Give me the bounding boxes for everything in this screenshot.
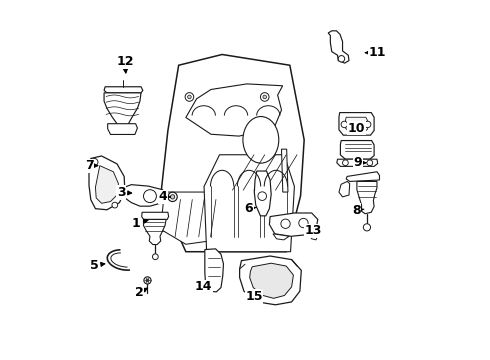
Polygon shape bbox=[357, 181, 377, 214]
Ellipse shape bbox=[364, 224, 370, 231]
Polygon shape bbox=[204, 155, 294, 252]
Text: 6: 6 bbox=[245, 202, 256, 215]
Ellipse shape bbox=[299, 219, 308, 228]
Polygon shape bbox=[108, 124, 137, 134]
Text: 13: 13 bbox=[304, 224, 322, 238]
Ellipse shape bbox=[343, 160, 348, 166]
Polygon shape bbox=[161, 54, 304, 252]
Ellipse shape bbox=[365, 121, 371, 128]
Polygon shape bbox=[144, 220, 166, 244]
Ellipse shape bbox=[91, 158, 98, 166]
Polygon shape bbox=[205, 249, 223, 292]
Polygon shape bbox=[339, 113, 374, 135]
Ellipse shape bbox=[341, 121, 347, 128]
Polygon shape bbox=[345, 117, 368, 132]
Ellipse shape bbox=[263, 95, 267, 99]
Polygon shape bbox=[309, 234, 318, 240]
Ellipse shape bbox=[144, 190, 156, 203]
Polygon shape bbox=[89, 156, 125, 210]
Ellipse shape bbox=[243, 117, 279, 163]
Polygon shape bbox=[346, 172, 379, 181]
Ellipse shape bbox=[152, 254, 158, 260]
Polygon shape bbox=[142, 212, 169, 220]
Text: 11: 11 bbox=[365, 46, 387, 59]
Polygon shape bbox=[240, 256, 301, 305]
Ellipse shape bbox=[281, 219, 290, 228]
Polygon shape bbox=[117, 185, 166, 206]
Ellipse shape bbox=[146, 279, 149, 282]
Polygon shape bbox=[282, 149, 288, 192]
Polygon shape bbox=[161, 192, 240, 244]
Text: 4: 4 bbox=[158, 190, 171, 203]
Polygon shape bbox=[270, 213, 318, 236]
Polygon shape bbox=[186, 84, 283, 136]
Ellipse shape bbox=[185, 93, 194, 101]
Polygon shape bbox=[339, 181, 350, 197]
Text: 1: 1 bbox=[131, 216, 148, 230]
Text: 12: 12 bbox=[116, 55, 134, 73]
Polygon shape bbox=[96, 166, 119, 203]
Ellipse shape bbox=[171, 195, 175, 199]
Text: 14: 14 bbox=[195, 280, 213, 293]
Text: 15: 15 bbox=[245, 289, 263, 303]
Polygon shape bbox=[341, 140, 374, 159]
Ellipse shape bbox=[258, 192, 267, 201]
Text: 3: 3 bbox=[117, 186, 132, 199]
Polygon shape bbox=[273, 234, 289, 240]
Text: 2: 2 bbox=[135, 287, 147, 300]
Polygon shape bbox=[328, 31, 349, 63]
Ellipse shape bbox=[338, 55, 344, 62]
Text: 7: 7 bbox=[85, 159, 98, 172]
Polygon shape bbox=[250, 263, 294, 298]
Ellipse shape bbox=[260, 93, 269, 101]
Ellipse shape bbox=[367, 160, 373, 166]
Ellipse shape bbox=[188, 95, 191, 99]
Polygon shape bbox=[104, 93, 141, 134]
Ellipse shape bbox=[112, 202, 118, 208]
Text: 9: 9 bbox=[354, 156, 366, 169]
Polygon shape bbox=[337, 159, 378, 166]
Ellipse shape bbox=[144, 277, 151, 284]
Text: 5: 5 bbox=[90, 259, 105, 272]
Text: 10: 10 bbox=[347, 122, 365, 135]
Polygon shape bbox=[104, 87, 143, 93]
Ellipse shape bbox=[168, 192, 177, 202]
Polygon shape bbox=[254, 171, 271, 216]
Text: 8: 8 bbox=[352, 204, 364, 217]
